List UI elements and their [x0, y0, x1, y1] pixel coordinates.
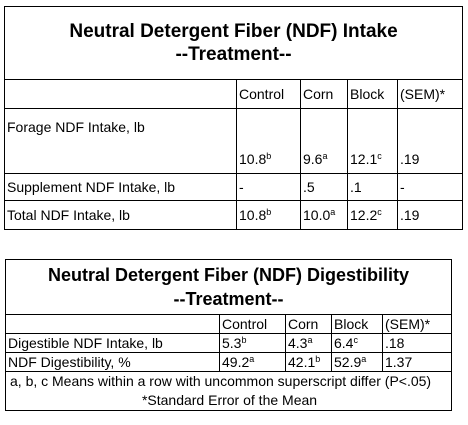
value: 9.6 [303, 151, 323, 167]
value: .1 [350, 179, 362, 195]
value: .5 [303, 179, 315, 195]
superscript: a [249, 354, 255, 364]
cell-control: - [236, 173, 301, 201]
value: 52.9 [334, 354, 362, 370]
cell-corn: 10.0a [300, 200, 348, 230]
value: 49.2 [222, 354, 250, 370]
digestibility-header-blank [5, 314, 220, 334]
table-row: NDF Digestibility, % 49.2a 42.1b 52.9a 1… [5, 352, 453, 372]
footnote-superscripts: a, b, c Means within a row with uncommon… [10, 373, 432, 389]
superscript: a [330, 207, 336, 217]
ndf-intake-table: Neutral Detergent Fiber (NDF) Intake --T… [3, 6, 464, 230]
superscript: b [266, 151, 272, 161]
superscript: c [377, 207, 382, 217]
cell-block: 12.1c [347, 108, 398, 174]
superscript: c [353, 335, 358, 345]
table-row: Total NDF Intake, lb 10.8b 10.0a 12.2c .… [4, 200, 464, 230]
superscript: c [377, 151, 382, 161]
footnote-cell: a, b, c Means within a row with uncommon… [4, 371, 453, 411]
cell-sem: .18 [381, 333, 453, 353]
cell-corn: 42.1b [285, 352, 332, 372]
cell-corn: .5 [300, 173, 348, 201]
intake-header-blank [4, 79, 237, 109]
cell-control: 5.3b [219, 333, 286, 353]
value: - [239, 179, 244, 195]
intake-title-line2: --Treatment-- [175, 44, 292, 65]
table-row: Forage NDF Intake, lb 10.8b 9.6a 12.1c .… [4, 108, 464, 174]
ndf-digestibility-table: Neutral Detergent Fiber (NDF) Digestibil… [4, 259, 453, 411]
value: 42.1 [288, 354, 316, 370]
table-row: Supplement NDF Intake, lb - .5 .1 - [4, 173, 464, 201]
value: 12.2 [350, 207, 378, 223]
digestibility-table-title: Neutral Detergent Fiber (NDF) Digestibil… [4, 259, 453, 315]
intake-header-block: Block [347, 79, 398, 109]
value: 5.3 [222, 335, 242, 351]
footnote-sem: *Standard Error of the Mean [141, 392, 318, 408]
intake-header-corn: Corn [300, 79, 348, 109]
digestibility-header-row: Control Corn Block (SEM)* [5, 314, 453, 334]
superscript: a [322, 151, 328, 161]
cell-block: 6.4c [331, 333, 383, 353]
row-label: Total NDF Intake, lb [4, 200, 237, 230]
cell-block: .1 [347, 173, 398, 201]
row-label: NDF Digestibility, % [5, 352, 220, 372]
intake-header-row: Control Corn Block (SEM)* [4, 79, 464, 109]
row-label: Forage NDF Intake, lb [4, 108, 237, 174]
cell-sem: 1.37 [381, 352, 453, 372]
cell-block: 12.2c [347, 200, 398, 230]
superscript: a [307, 335, 313, 345]
digestibility-header-control: Control [219, 314, 286, 334]
value: 12.1 [350, 151, 378, 167]
cell-control: 49.2a [219, 352, 286, 372]
value: 10.8 [239, 151, 267, 167]
superscript: b [241, 335, 247, 345]
value: 10.0 [303, 207, 331, 223]
cell-corn: 9.6a [300, 108, 348, 174]
cell-corn: 4.3a [285, 333, 332, 353]
cell-sem: - [396, 173, 464, 201]
value: 4.3 [288, 335, 308, 351]
intake-title-line1: Neutral Detergent Fiber (NDF) Intake [69, 21, 398, 42]
value: 6.4 [334, 335, 354, 351]
cell-control: 10.8b [236, 108, 301, 174]
digestibility-header-corn: Corn [285, 314, 332, 334]
cell-control: 10.8b [236, 200, 301, 230]
cell-sem: .19 [396, 108, 464, 174]
digestibility-title-line1: Neutral Detergent Fiber (NDF) Digestibil… [47, 265, 410, 285]
cell-block: 52.9a [331, 352, 383, 372]
row-label: Supplement NDF Intake, lb [4, 173, 237, 201]
value: 10.8 [239, 207, 267, 223]
superscript: a [361, 354, 367, 364]
intake-header-sem: (SEM)* [396, 79, 464, 109]
digestibility-header-block: Block [331, 314, 383, 334]
row-label: Digestible NDF Intake, lb [5, 333, 220, 353]
table-row: Digestible NDF Intake, lb 5.3b 4.3a 6.4c… [5, 333, 453, 353]
digestibility-header-sem: (SEM)* [381, 314, 453, 334]
intake-table-title: Neutral Detergent Fiber (NDF) Intake --T… [3, 6, 464, 80]
intake-header-control: Control [236, 79, 301, 109]
digestibility-title-line2: --Treatment-- [173, 289, 284, 309]
superscript: b [266, 207, 272, 217]
cell-sem: .19 [396, 200, 464, 230]
superscript: b [315, 354, 321, 364]
